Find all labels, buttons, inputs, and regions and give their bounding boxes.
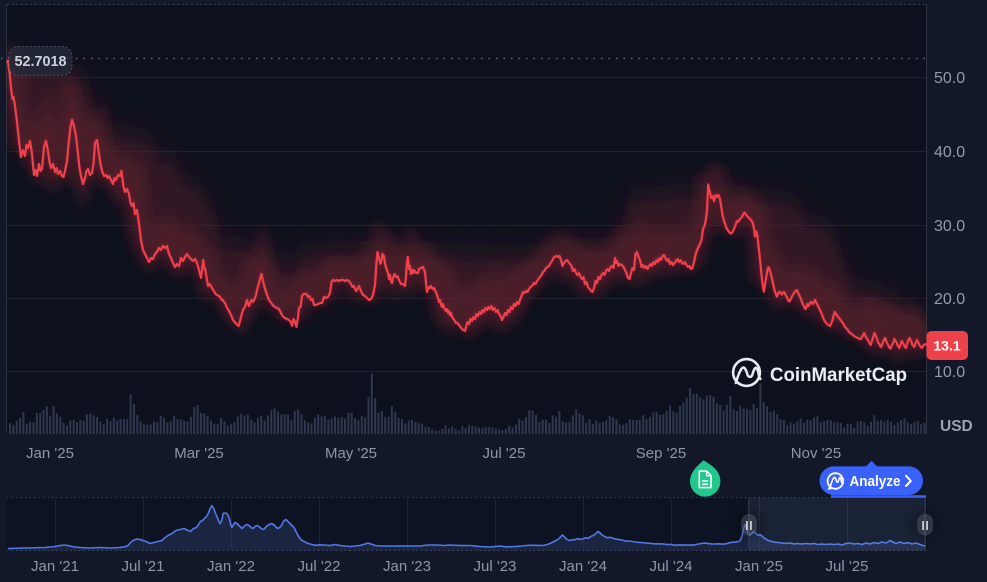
- svg-text:40.0: 40.0: [934, 144, 965, 161]
- svg-text:Jan '25: Jan '25: [26, 445, 74, 462]
- svg-text:Jan '24: Jan '24: [559, 558, 607, 575]
- svg-text:Jul '22: Jul '22: [298, 558, 341, 575]
- svg-text:May '25: May '25: [325, 445, 377, 462]
- svg-text:Jul '24: Jul '24: [650, 558, 693, 575]
- svg-text:13.1: 13.1: [933, 338, 960, 354]
- svg-text:Mar '25: Mar '25: [174, 445, 224, 462]
- svg-text:Analyze: Analyze: [850, 474, 901, 490]
- svg-text:Nov '25: Nov '25: [791, 445, 841, 462]
- svg-text:Jan '23: Jan '23: [383, 558, 431, 575]
- svg-text:50.0: 50.0: [934, 70, 965, 87]
- svg-text:Jul '25: Jul '25: [826, 558, 869, 575]
- svg-text:Jul '25: Jul '25: [483, 445, 526, 462]
- svg-text:Jan '22: Jan '22: [207, 558, 255, 575]
- svg-text:USD: USD: [940, 418, 973, 435]
- svg-text:30.0: 30.0: [934, 218, 965, 235]
- svg-text:10.0: 10.0: [934, 364, 965, 381]
- svg-text:Jul '21: Jul '21: [122, 558, 165, 575]
- svg-text:20.0: 20.0: [934, 291, 965, 308]
- svg-text:52.7018: 52.7018: [15, 53, 67, 70]
- svg-text:Sep '25: Sep '25: [636, 445, 686, 462]
- svg-text:Jan '21: Jan '21: [31, 558, 79, 575]
- svg-text:Jan '25: Jan '25: [735, 558, 783, 575]
- svg-text:Jul '23: Jul '23: [474, 558, 517, 575]
- svg-text:CoinMarketCap: CoinMarketCap: [770, 365, 907, 386]
